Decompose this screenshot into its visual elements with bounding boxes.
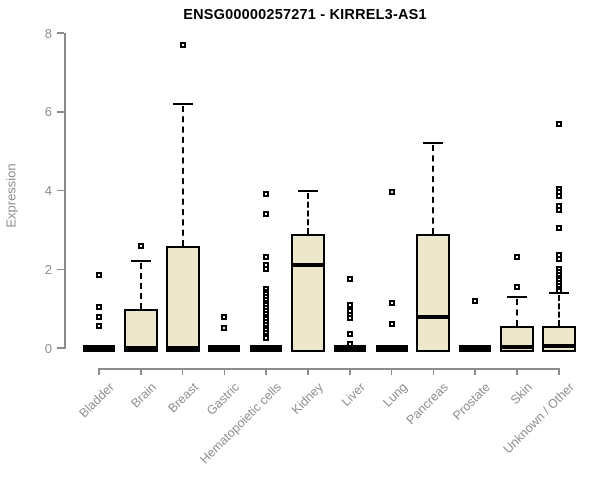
x-tick [265,368,267,375]
x-tick [307,368,309,375]
chart-title: ENSG00000257271 - KIRREL3-AS1 [183,7,427,23]
outlier-point [555,256,562,263]
outlier-point [555,224,562,231]
x-axis-line [99,368,559,370]
outlier-point [263,335,270,342]
x-tick [432,368,435,375]
y-tick [57,347,64,349]
y-tick-label: 4 [44,183,52,198]
collapsed-box [83,345,115,352]
collapsed-box [208,345,241,352]
box [541,326,576,352]
x-tick [390,368,393,375]
outlier-point [555,207,562,214]
y-tick-label: 6 [44,104,52,120]
whisker-upper [181,105,184,246]
outlier-point [346,276,353,283]
outlier-point [388,321,395,328]
x-tick [223,368,226,375]
outlier-point [137,242,144,249]
x-tick [181,368,184,375]
collapsed-box [375,345,408,352]
x-tick [516,368,518,375]
y-tick [57,189,64,192]
x-tick [140,368,142,375]
outlier-point [346,315,353,322]
whisker-upper [516,298,518,327]
y-tick-label: 8 [44,25,52,41]
y-tick-label: 2 [44,261,52,277]
whisker-cap [423,142,444,145]
whisker-upper [139,263,142,309]
whisker-upper [307,192,309,234]
outlier-point [263,254,270,261]
y-tick-label: 0 [44,340,52,356]
collapsed-box [459,345,492,352]
x-tick [474,368,476,375]
y-axis-title: Expression [3,163,19,228]
whisker-upper [557,294,560,327]
y-tick [57,111,64,113]
outlier-point [346,331,353,338]
x-tick [349,368,351,375]
outlier-point [96,303,102,310]
outlier-point [96,313,102,320]
median-line [165,346,200,350]
median-line [541,344,576,349]
outlier-point [96,272,102,279]
outlier-point [96,323,102,330]
collapsed-box [333,345,366,352]
x-tick [558,368,560,375]
outlier-point [555,287,562,294]
whisker-cap [130,260,151,263]
collapsed-box [250,345,283,352]
whisker-cap [507,295,527,298]
median-line [291,263,325,268]
outlier-point [263,266,270,273]
outlier-point [346,341,353,348]
outlier-point [263,211,270,218]
x-tick [98,368,100,375]
outlier-point [221,313,228,320]
box [291,233,325,352]
median-line [416,314,451,319]
outlier-point [346,301,353,308]
box [416,233,451,352]
outlier-point [472,297,479,304]
outlier-point [221,325,228,332]
outlier-point [514,283,520,290]
box [123,308,158,352]
y-tick [57,268,64,270]
y-tick [57,32,64,34]
median-line [123,346,158,350]
y-axis-line [64,33,66,349]
outlier-point [555,120,562,127]
outlier-point [179,41,186,48]
outlier-point [263,191,270,198]
outlier-point [388,189,395,196]
whisker-cap [298,189,318,192]
outlier-point [514,254,520,261]
outlier-point [388,299,395,306]
box [165,245,200,352]
whisker-cap [172,102,193,105]
whisker-upper [432,145,435,234]
outlier-point [555,193,562,200]
median-line [500,345,534,350]
